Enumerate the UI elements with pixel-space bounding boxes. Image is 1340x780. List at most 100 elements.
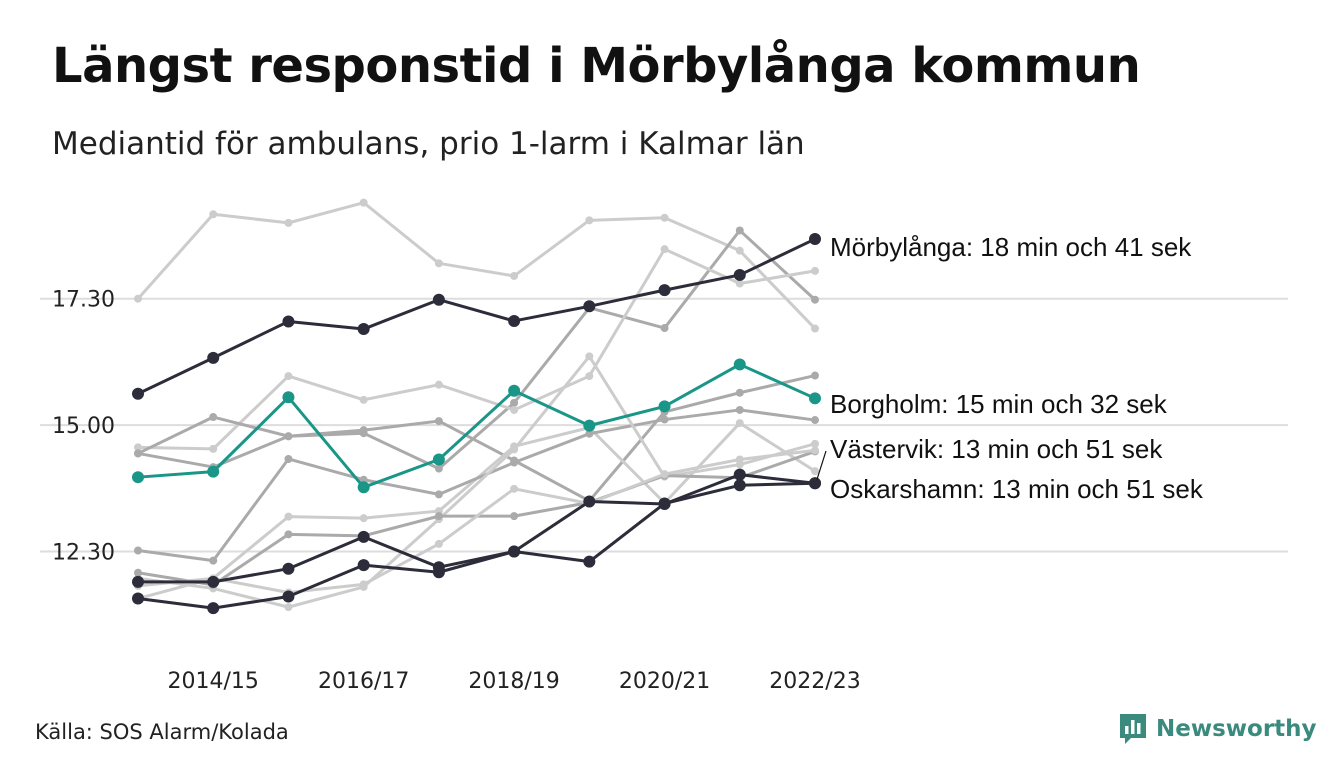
data-point xyxy=(284,603,293,612)
data-point xyxy=(585,216,594,225)
data-point xyxy=(811,467,819,476)
series-label-borgholm: Borgholm: 15 min och 32 sek xyxy=(830,389,1168,419)
data-point xyxy=(585,429,594,438)
data-point xyxy=(510,484,519,493)
series-line xyxy=(137,408,816,563)
data-point xyxy=(209,556,218,565)
data-point xyxy=(434,490,443,499)
data-point xyxy=(357,481,370,494)
x-tick-label: 2014/15 xyxy=(168,669,259,694)
data-point xyxy=(583,495,596,508)
data-point xyxy=(585,372,594,381)
data-point xyxy=(359,580,368,589)
data-point xyxy=(434,259,443,268)
chart-title: Längst responstid i Mörbylånga kommun xyxy=(52,38,1141,94)
data-point xyxy=(583,419,596,432)
data-point xyxy=(660,415,669,424)
series-oskarshamn xyxy=(132,477,821,615)
series-background xyxy=(134,226,819,473)
series-line xyxy=(137,354,816,609)
data-point xyxy=(811,324,819,333)
data-point xyxy=(284,218,293,227)
data-point xyxy=(282,590,295,603)
y-axis-ticks: 12.30 15.00 17.30 xyxy=(52,288,115,566)
data-point xyxy=(811,446,819,455)
newsworthy-logo-icon xyxy=(1120,714,1146,744)
data-point xyxy=(434,464,443,473)
data-point xyxy=(811,266,819,275)
data-point xyxy=(134,546,142,555)
data-point xyxy=(434,512,443,521)
series-line xyxy=(137,421,816,600)
data-point xyxy=(733,479,746,492)
data-point xyxy=(284,454,293,463)
data-point xyxy=(658,284,671,297)
data-point xyxy=(658,400,671,413)
x-tick-label: 2020/21 xyxy=(619,669,710,694)
x-tick-label: 2022/23 xyxy=(769,669,860,694)
data-point xyxy=(359,395,368,404)
data-point xyxy=(809,392,821,405)
data-point xyxy=(583,555,596,568)
series-line xyxy=(137,448,816,594)
series-background xyxy=(134,352,819,612)
label-leader-line xyxy=(816,450,827,480)
data-point xyxy=(207,575,220,588)
data-point xyxy=(284,372,293,381)
data-point xyxy=(735,388,744,397)
data-point xyxy=(207,351,220,364)
data-point xyxy=(209,210,218,219)
data-point xyxy=(132,575,144,588)
data-point xyxy=(585,352,594,361)
y-tick-label: 17.30 xyxy=(52,288,115,313)
y-tick-label: 15.00 xyxy=(52,414,115,439)
series-västervik xyxy=(132,468,821,588)
data-point xyxy=(735,246,744,255)
data-point xyxy=(434,539,443,548)
series-line xyxy=(136,201,817,330)
series-line xyxy=(137,374,816,503)
series-line xyxy=(137,247,816,451)
data-point xyxy=(510,398,519,407)
data-point xyxy=(811,295,819,304)
series-label-mörbylånga: Mörbylånga: 18 min och 41 sek xyxy=(830,232,1192,262)
data-point xyxy=(357,323,370,336)
data-point xyxy=(508,314,521,327)
series-background xyxy=(134,405,819,565)
data-point xyxy=(733,268,746,281)
data-point xyxy=(282,562,295,575)
data-point xyxy=(132,592,144,605)
data-point xyxy=(209,444,218,453)
data-point xyxy=(357,559,370,572)
data-point xyxy=(508,384,521,397)
chart-subtitle: Mediantid för ambulans, prio 1-larm i Ka… xyxy=(52,126,805,162)
data-point xyxy=(510,405,519,414)
series-line xyxy=(137,362,816,489)
data-point xyxy=(510,458,519,467)
series-label-oskarshamn: Oskarshamn: 13 min och 51 sek xyxy=(830,474,1204,504)
data-point xyxy=(583,300,596,313)
data-point xyxy=(284,432,293,441)
data-point xyxy=(809,477,821,490)
data-point xyxy=(357,530,370,543)
series-labels: Mörbylånga: 18 min och 41 sek Borgholm: 1… xyxy=(816,232,1204,504)
series-line xyxy=(137,481,816,610)
data-point xyxy=(735,455,744,464)
data-point xyxy=(735,419,744,428)
data-point xyxy=(359,514,368,523)
data-point xyxy=(733,468,746,481)
gridlines xyxy=(40,297,1288,553)
data-point xyxy=(811,416,819,425)
series-borgholm xyxy=(132,358,821,494)
data-point xyxy=(432,453,445,466)
data-point xyxy=(432,293,445,306)
data-point xyxy=(282,315,295,328)
data-point xyxy=(811,371,819,380)
data-point xyxy=(811,439,819,448)
data-point xyxy=(660,213,669,222)
data-point xyxy=(134,443,142,452)
brand-logo[interactable]: Newsworthy xyxy=(1118,712,1317,746)
x-tick-label: 2018/19 xyxy=(468,669,559,694)
data-point xyxy=(134,568,142,577)
